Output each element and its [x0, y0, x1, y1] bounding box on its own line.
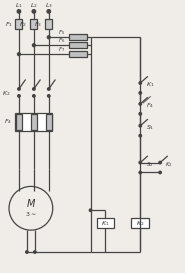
Circle shape	[47, 36, 50, 39]
Bar	[46, 114, 52, 130]
Text: $K_1$: $K_1$	[101, 219, 110, 228]
Circle shape	[139, 103, 142, 105]
Circle shape	[17, 53, 20, 56]
Text: $F_5$: $F_5$	[58, 28, 66, 37]
Circle shape	[139, 112, 142, 115]
Circle shape	[33, 251, 36, 253]
Text: $K_1$: $K_1$	[146, 81, 155, 90]
Circle shape	[139, 171, 142, 174]
Text: $F_4$: $F_4$	[146, 101, 154, 110]
Bar	[31, 114, 37, 130]
Circle shape	[139, 124, 142, 127]
Text: $S_1$: $S_1$	[146, 123, 154, 132]
Text: $M$: $M$	[26, 197, 36, 209]
Bar	[69, 42, 87, 48]
Text: $F_7$: $F_7$	[58, 45, 66, 54]
Circle shape	[159, 171, 162, 174]
Circle shape	[18, 95, 20, 97]
Bar	[16, 19, 22, 29]
Text: $L_3$: $L_3$	[45, 1, 53, 10]
Text: $L_2$: $L_2$	[30, 1, 38, 10]
Circle shape	[139, 92, 142, 94]
Bar	[69, 34, 87, 40]
Text: $3{\sim}$: $3{\sim}$	[25, 210, 37, 218]
Text: $L_1$: $L_1$	[15, 1, 23, 10]
Circle shape	[48, 88, 50, 90]
Text: $S_2$: $S_2$	[146, 160, 154, 169]
Circle shape	[48, 95, 50, 97]
Circle shape	[26, 251, 28, 253]
Circle shape	[17, 10, 21, 13]
Text: $F_1$: $F_1$	[4, 20, 12, 29]
Bar	[131, 218, 149, 228]
Circle shape	[139, 161, 142, 164]
Circle shape	[89, 209, 92, 212]
Text: $K_2$: $K_2$	[136, 219, 144, 228]
Bar	[30, 19, 37, 29]
Circle shape	[139, 134, 142, 137]
Text: $F_6$: $F_6$	[58, 36, 66, 45]
Circle shape	[32, 44, 35, 47]
Text: $F_4$: $F_4$	[4, 117, 12, 126]
Bar	[16, 113, 52, 131]
Circle shape	[47, 10, 51, 13]
Circle shape	[32, 10, 36, 13]
Text: $K_2$: $K_2$	[1, 90, 10, 98]
Text: $K_2$: $K_2$	[165, 160, 173, 169]
Text: $F_2$: $F_2$	[19, 20, 27, 29]
Circle shape	[159, 161, 162, 164]
Bar	[16, 114, 22, 130]
Bar	[97, 218, 114, 228]
Bar	[69, 51, 87, 57]
Circle shape	[18, 88, 20, 90]
Circle shape	[33, 88, 35, 90]
Circle shape	[33, 95, 35, 97]
Text: $F_3$: $F_3$	[34, 20, 42, 29]
Bar	[45, 19, 52, 29]
Circle shape	[139, 82, 142, 84]
